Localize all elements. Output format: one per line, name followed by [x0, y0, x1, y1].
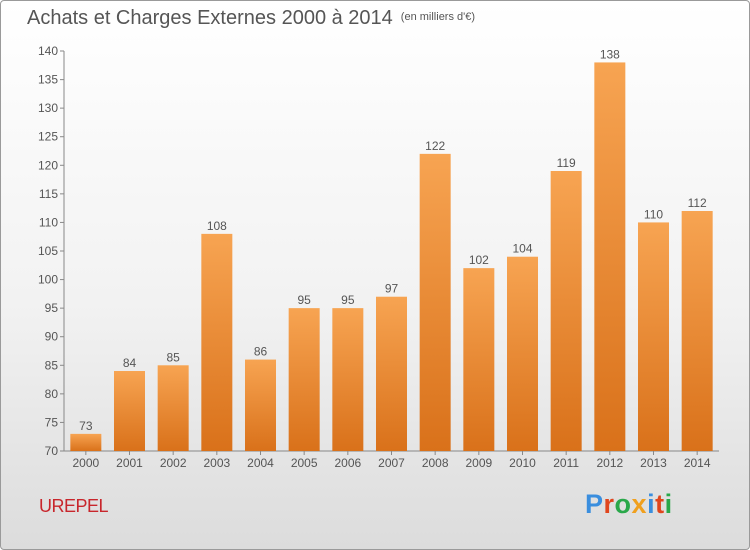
bar-value-label: 110	[644, 207, 663, 221]
x-tick-label: 2011	[553, 456, 579, 470]
bar-value-label: 97	[385, 282, 399, 296]
y-tick-label: 140	[38, 44, 58, 58]
y-tick-label: 100	[38, 273, 58, 287]
x-tick-label: 2009	[465, 456, 492, 470]
bar	[638, 222, 669, 451]
x-tick-label: 2003	[203, 456, 230, 470]
bar-value-label: 104	[512, 242, 532, 256]
x-tick-label: 2000	[72, 456, 99, 470]
y-tick-label: 85	[45, 358, 59, 372]
bar-value-label: 84	[123, 356, 137, 370]
x-tick-label: 2005	[291, 456, 318, 470]
logo-letter: t	[655, 489, 665, 519]
bar	[419, 153, 451, 451]
y-tick-label: 95	[45, 301, 59, 315]
bar	[376, 296, 407, 451]
y-tick-label: 105	[38, 244, 58, 258]
bar-value-label: 73	[79, 419, 93, 433]
y-tick-label: 90	[45, 330, 59, 344]
bar-value-label: 122	[425, 139, 445, 153]
x-tick-label: 2006	[334, 456, 361, 470]
logo-letter: x	[631, 489, 648, 519]
x-tick-label: 2010	[509, 456, 536, 470]
x-tick-label: 2012	[596, 456, 623, 470]
x-tick-label: 2013	[640, 456, 667, 470]
x-tick-label: 2014	[684, 456, 711, 470]
proxiti-logo: Proxiti	[585, 489, 673, 520]
y-tick-label: 110	[39, 215, 58, 229]
logo-letter: P	[585, 489, 604, 519]
x-tick-label: 2002	[160, 456, 187, 470]
y-tick-label: 120	[38, 158, 58, 172]
y-tick-label: 115	[39, 187, 58, 201]
y-tick-label: 80	[45, 387, 59, 401]
bar-value-label: 85	[166, 350, 180, 364]
bar	[550, 171, 582, 451]
y-tick-label: 130	[38, 101, 58, 115]
bar	[288, 308, 320, 451]
bar-value-label: 138	[600, 47, 620, 61]
logo-letter: i	[664, 489, 673, 519]
chart-title-text: Achats et Charges Externes 2000 à 2014	[27, 7, 393, 29]
bar-value-label: 86	[254, 345, 268, 359]
bar-value-label: 119	[557, 156, 576, 170]
bar-value-label: 102	[469, 253, 489, 267]
bar	[114, 371, 145, 451]
bar	[463, 268, 495, 451]
logo-letter: i	[647, 489, 656, 519]
y-tick-label: 75	[45, 415, 59, 429]
bar	[332, 308, 364, 451]
logo-letter: o	[614, 489, 632, 519]
bar	[507, 256, 538, 451]
unit-label: (en milliers d'€)	[400, 11, 476, 23]
commune-name: UREPEL	[39, 496, 109, 516]
bar	[157, 365, 189, 451]
bar-value-label: 108	[207, 219, 227, 233]
bar	[201, 233, 233, 451]
logo-letter: r	[603, 489, 615, 519]
bar-value-label: 95	[341, 293, 355, 307]
y-tick-label: 135	[38, 73, 58, 87]
bar-value-label: 112	[688, 196, 707, 210]
y-tick-label: 125	[38, 130, 58, 144]
chart-title: Achats et Charges Externes 2000 à 2014 (e…	[27, 7, 475, 30]
bar	[681, 211, 713, 451]
x-tick-label: 2008	[422, 456, 449, 470]
bar	[245, 359, 276, 451]
bar	[594, 62, 626, 452]
bar-value-label: 95	[297, 293, 311, 307]
bar	[70, 433, 102, 451]
x-tick-label: 2001	[116, 456, 143, 470]
x-tick-label: 2004	[247, 456, 274, 470]
x-tick-label: 2007	[378, 456, 405, 470]
y-tick-label: 70	[45, 444, 59, 458]
